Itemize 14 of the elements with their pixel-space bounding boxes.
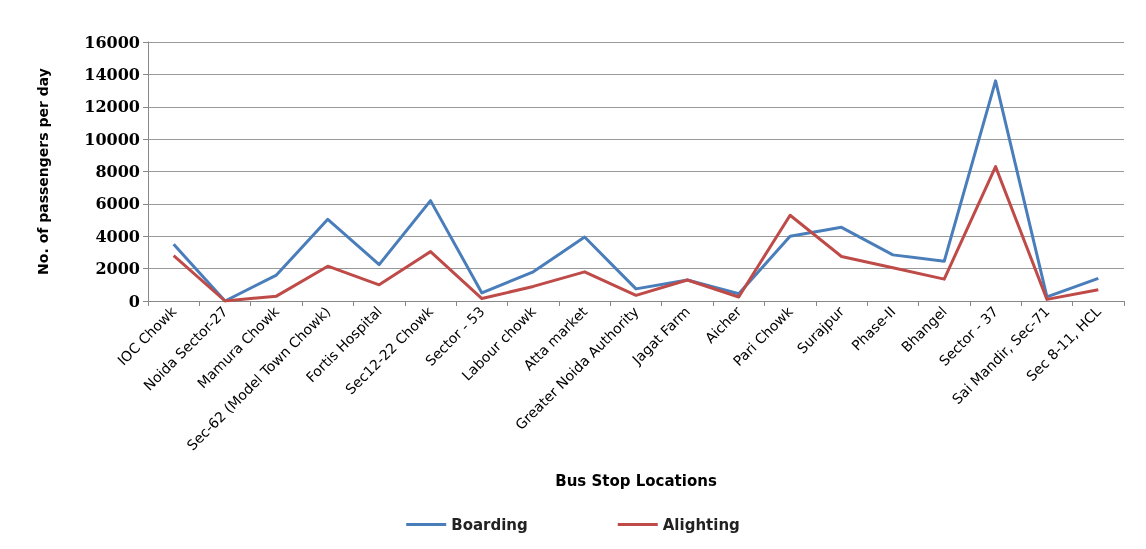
y-tick-label: 10000: [84, 129, 140, 149]
y-tick-label: 14000: [84, 64, 140, 84]
y-tick-label: 6000: [95, 194, 140, 214]
x-axis-title: Bus Stop Locations: [555, 471, 717, 490]
line-series: [172, 165, 1100, 303]
y-tick-label: 2000: [95, 259, 140, 279]
y-tick-label: 12000: [84, 97, 140, 117]
y-tick-label: 0: [128, 291, 140, 311]
y-axis-title: No. of passengers per day: [35, 68, 51, 275]
y-tick-label: 4000: [95, 226, 140, 246]
legend-label: Alighting: [662, 515, 740, 534]
y-tick-label: 16000: [84, 32, 140, 52]
y-tick-label: 8000: [95, 162, 140, 181]
legend-label: Boarding: [451, 515, 528, 534]
